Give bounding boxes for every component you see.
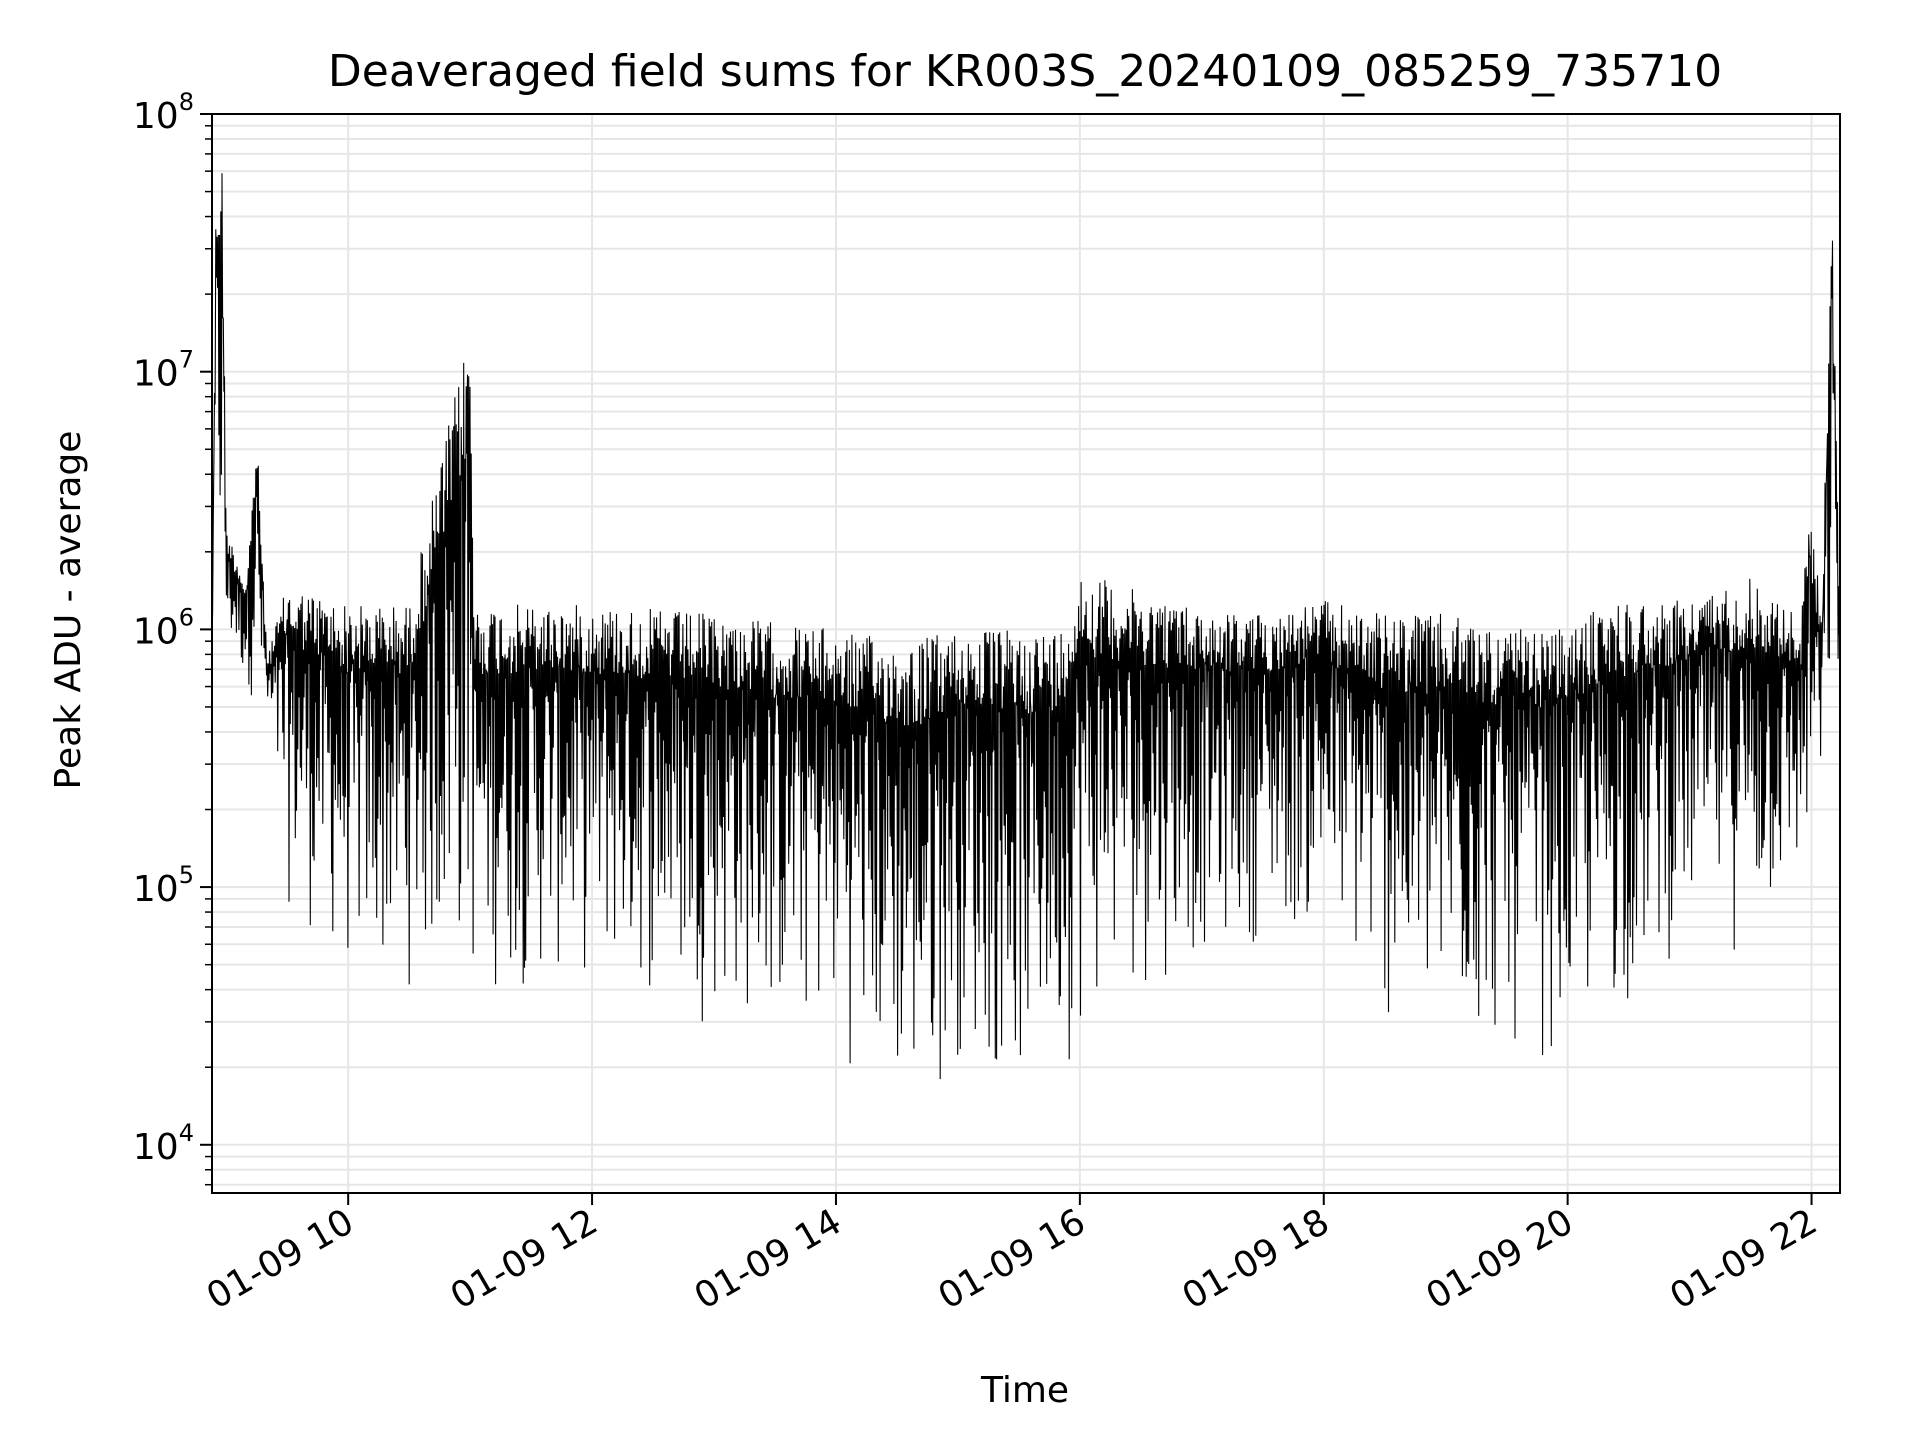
y-tick-label: 104 <box>133 1119 194 1168</box>
y-tick-base: 10 <box>133 611 179 652</box>
plot-frame <box>211 113 1841 1194</box>
y-tick-exponent: 7 <box>179 346 194 374</box>
y-axis-label: Peak ADU - average <box>48 431 89 790</box>
y-tick-exponent: 8 <box>179 88 194 116</box>
x-axis-label: Time <box>980 1370 1069 1411</box>
y-tick-base: 10 <box>133 869 179 910</box>
y-tick-label: 105 <box>133 861 194 910</box>
x-tick-label: 01-09 14 <box>688 1201 849 1317</box>
series-layer <box>211 173 1841 1080</box>
x-tick-label: 01-09 20 <box>1419 1201 1580 1317</box>
y-tick-label: 107 <box>133 346 194 395</box>
x-tick-label: 01-09 12 <box>444 1201 605 1317</box>
y-tick-base: 10 <box>133 1127 179 1168</box>
y-tick-exponent: 4 <box>179 1119 194 1147</box>
y-tick-exponent: 5 <box>179 861 194 889</box>
x-tick-label: 01-09 10 <box>200 1201 361 1317</box>
chart-title: Deaveraged field sums for KR003S_2024010… <box>328 46 1722 97</box>
y-tick-label: 108 <box>133 88 194 137</box>
y-tick-base: 10 <box>133 96 179 137</box>
x-tick-label: 01-09 16 <box>932 1201 1093 1317</box>
y-tick-exponent: 6 <box>179 603 194 631</box>
x-tick-label: 01-09 22 <box>1663 1201 1824 1317</box>
y-tick-base: 10 <box>133 354 179 395</box>
x-tick-label: 01-09 18 <box>1176 1201 1337 1317</box>
series-line <box>211 173 1841 1080</box>
y-tick-label: 106 <box>133 603 194 652</box>
